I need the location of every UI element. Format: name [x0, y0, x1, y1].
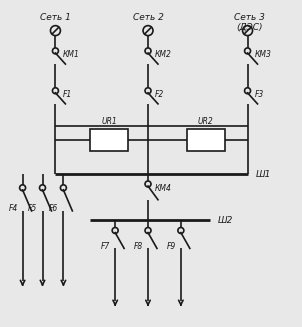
Text: UR1: UR1 — [101, 117, 117, 126]
Text: F4: F4 — [8, 204, 18, 213]
Text: КМ1: КМ1 — [63, 50, 79, 60]
Bar — [187, 129, 225, 151]
Text: F9: F9 — [167, 242, 176, 251]
Text: Сеть 1: Сеть 1 — [40, 13, 71, 22]
Text: Ш1: Ш1 — [255, 170, 271, 180]
Text: Сеть 3
(ДЭС): Сеть 3 (ДЭС) — [234, 13, 265, 32]
Bar — [90, 129, 128, 151]
Text: F5: F5 — [28, 204, 37, 213]
Text: F2: F2 — [155, 90, 164, 99]
Text: F7: F7 — [101, 242, 110, 251]
Text: КМ4: КМ4 — [155, 184, 172, 193]
Text: Сеть 2: Сеть 2 — [133, 13, 163, 22]
Text: F6: F6 — [49, 204, 58, 213]
Text: КМ2: КМ2 — [155, 50, 172, 60]
Text: Ш2: Ш2 — [218, 216, 233, 225]
Text: F8: F8 — [134, 242, 143, 251]
Text: F3: F3 — [255, 90, 264, 99]
Text: F1: F1 — [63, 90, 72, 99]
Text: UR2: UR2 — [198, 117, 214, 126]
Text: КМ3: КМ3 — [255, 50, 271, 60]
